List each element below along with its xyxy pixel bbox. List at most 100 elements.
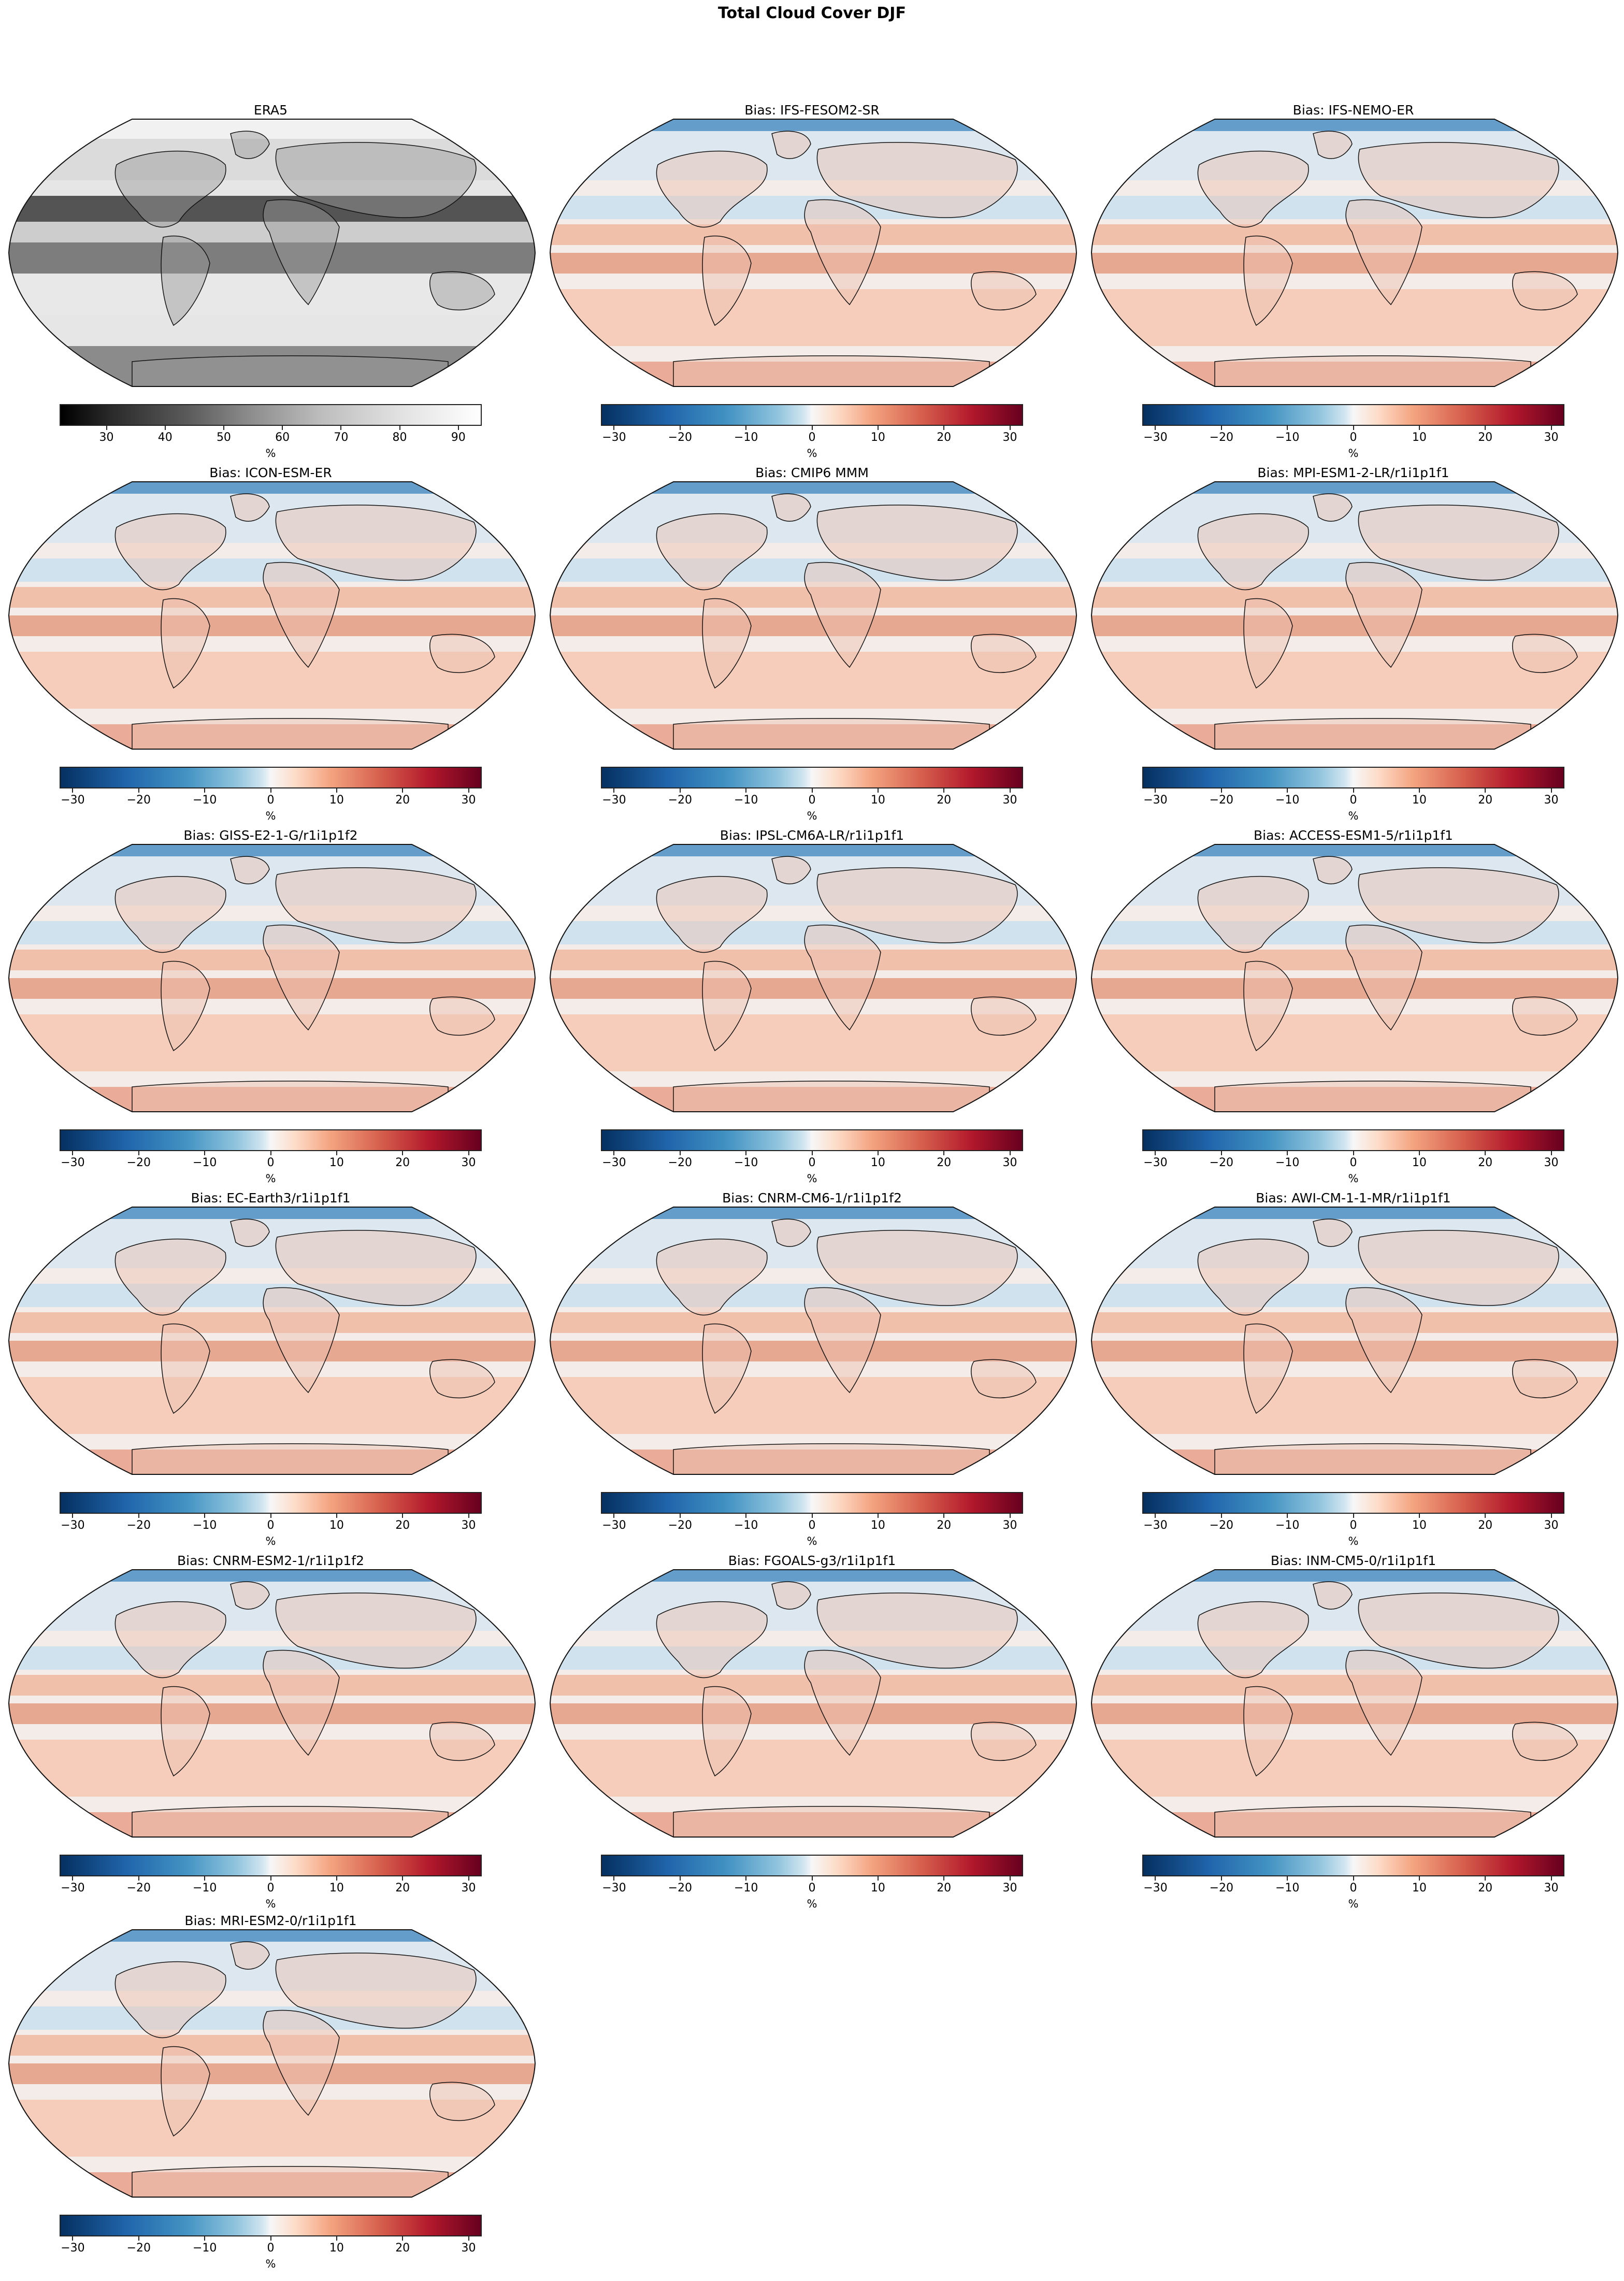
tick-label: 70 — [334, 431, 349, 444]
tick-mark — [72, 2236, 74, 2241]
colorbar — [60, 2215, 482, 2236]
tick-label: 10 — [1412, 794, 1427, 807]
map-panel: Bias: IFS-FESOM2-SR −30 −20 −10 0 10 20 30% — [541, 103, 1083, 465]
tick-mark — [1353, 1876, 1354, 1881]
tick-label: −20 — [1209, 794, 1234, 807]
colorbar — [1142, 404, 1564, 426]
tick-label: −10 — [734, 1519, 758, 1532]
tick-label: 30 — [1544, 794, 1559, 807]
robinson-map — [8, 843, 536, 1113]
tick-label: −10 — [192, 1882, 217, 1895]
tick-label: −30 — [61, 794, 85, 807]
panel-title: Bias: CMIP6 MMM — [755, 465, 869, 480]
tick-mark — [282, 426, 283, 430]
tick-mark — [138, 788, 139, 793]
tick-mark — [613, 1876, 615, 1881]
tick-mark — [1009, 1876, 1011, 1881]
tick-mark — [270, 788, 271, 793]
tick-label: 30 — [1544, 431, 1559, 444]
panel-title: Bias: IFS-NEMO-ER — [1292, 103, 1414, 118]
colorbar-unit-label: % — [1348, 447, 1359, 460]
tick-mark — [1155, 1514, 1156, 1518]
panel-title: Bias: EC-Earth3/r1i1p1f1 — [191, 1190, 351, 1206]
tick-label: 20 — [937, 431, 952, 444]
tick-mark — [679, 788, 681, 793]
tick-mark — [613, 426, 615, 430]
tick-label: −30 — [1143, 431, 1168, 444]
tick-mark — [1287, 1151, 1288, 1155]
tick-mark — [270, 2236, 271, 2241]
tick-mark — [72, 1514, 74, 1518]
tick-label: −20 — [126, 794, 151, 807]
colorbar-unit-label: % — [265, 447, 276, 460]
tick-mark — [1485, 1151, 1486, 1155]
tick-mark — [811, 1514, 813, 1518]
tick-label: −30 — [1143, 1519, 1168, 1532]
tick-mark — [72, 1876, 74, 1881]
colorbar-ticks: −30 −20 −10 0 10 20 30 — [601, 1514, 1023, 1534]
robinson-map — [549, 1569, 1077, 1838]
tick-mark — [1009, 1151, 1011, 1155]
colorbar-unit-label: % — [807, 810, 817, 822]
tick-label: −30 — [1143, 794, 1168, 807]
colorbar-ticks: −30 −20 −10 0 10 20 30 — [1142, 426, 1564, 447]
tick-label: 90 — [451, 431, 466, 444]
tick-label: −30 — [61, 1519, 85, 1532]
tick-mark — [1550, 788, 1552, 793]
colorbar-unit-label: % — [1348, 810, 1359, 822]
colorbar-ticks: 30 40 50 60 70 80 90 — [60, 426, 482, 447]
tick-mark — [1550, 426, 1552, 430]
tick-label: −20 — [1209, 431, 1234, 444]
map-panel: ERA5 30 40 50 60 70 80 90% — [0, 103, 541, 465]
colorbar — [60, 404, 482, 426]
colorbar-ticks: −30 −20 −10 0 10 20 30 — [1142, 788, 1564, 809]
tick-label: −10 — [1275, 1882, 1300, 1895]
colorbar-unit-label: % — [807, 1535, 817, 1547]
tick-label: −30 — [602, 431, 626, 444]
tick-label: 30 — [1002, 1882, 1017, 1895]
tick-label: 30 — [1544, 1156, 1559, 1169]
tick-label: 10 — [329, 1882, 344, 1895]
tick-mark — [106, 426, 107, 430]
robinson-map — [1090, 481, 1619, 750]
tick-mark — [745, 788, 747, 793]
panel-title: Bias: CNRM-CM6-1/r1i1p1f2 — [722, 1190, 902, 1206]
tick-label: 40 — [157, 431, 173, 444]
tick-label: −20 — [126, 1519, 151, 1532]
tick-label: −10 — [1275, 794, 1300, 807]
colorbar-ticks: −30 −20 −10 0 10 20 30 — [1142, 1514, 1564, 1534]
tick-label: 0 — [267, 2242, 275, 2255]
tick-label: −20 — [668, 431, 693, 444]
tick-label: 10 — [1412, 1519, 1427, 1532]
tick-label: −20 — [1209, 1519, 1234, 1532]
tick-label: 10 — [329, 2242, 344, 2255]
tick-mark — [943, 1514, 945, 1518]
tick-label: 50 — [216, 431, 231, 444]
tick-label: −20 — [668, 1519, 693, 1532]
tick-label: 10 — [870, 794, 885, 807]
tick-mark — [877, 1876, 879, 1881]
tick-mark — [679, 426, 681, 430]
tick-mark — [402, 2236, 404, 2241]
tick-label: −10 — [1275, 431, 1300, 444]
tick-mark — [72, 1151, 74, 1155]
tick-mark — [1220, 788, 1222, 793]
tick-mark — [468, 1151, 469, 1155]
tick-mark — [340, 426, 342, 430]
tick-label: −10 — [192, 1519, 217, 1532]
tick-label: −30 — [61, 1882, 85, 1895]
tick-mark — [613, 1514, 615, 1518]
colorbar — [601, 1855, 1023, 1876]
colorbar — [60, 767, 482, 788]
robinson-map — [1090, 843, 1619, 1113]
tick-label: −10 — [192, 794, 217, 807]
tick-mark — [613, 788, 615, 793]
tick-label: 20 — [395, 1519, 410, 1532]
tick-mark — [811, 788, 813, 793]
tick-mark — [1418, 1514, 1420, 1518]
colorbar-ticks: −30 −20 −10 0 10 20 30 — [60, 1151, 482, 1172]
tick-label: −30 — [61, 1156, 85, 1169]
tick-mark — [1287, 1514, 1288, 1518]
colorbar-unit-label: % — [265, 2258, 276, 2270]
colorbar-ticks: −30 −20 −10 0 10 20 30 — [60, 2236, 482, 2257]
